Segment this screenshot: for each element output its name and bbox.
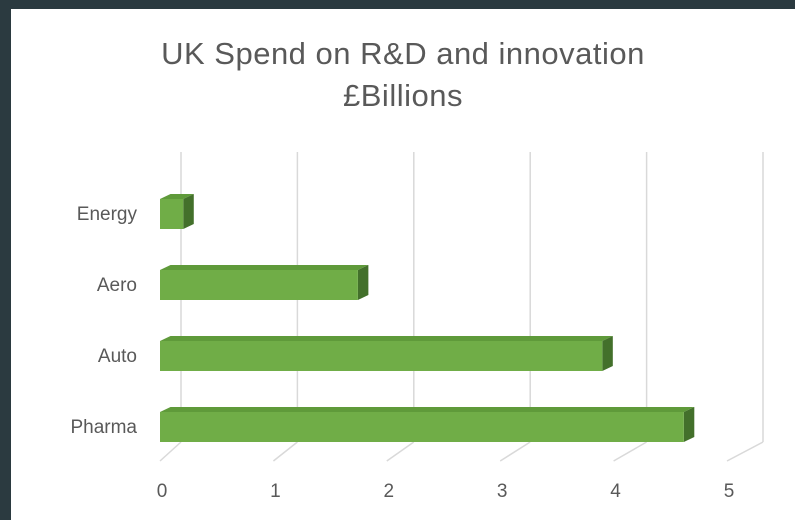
chart-title: UK Spend on R&D and innovation £Billions	[11, 33, 795, 117]
bar-side	[683, 407, 695, 442]
bar-side	[602, 336, 613, 371]
bar-top	[160, 336, 613, 341]
x-tick-label: 5	[724, 481, 735, 502]
gridline-floor	[613, 441, 647, 462]
chart-title-line-2: £Billions	[343, 78, 463, 113]
bar-chart: 0 1 2 3 4 5 Energy Aero Auto Pharma	[70, 152, 764, 502]
gridline-floor	[272, 441, 298, 462]
bar	[160, 199, 184, 229]
x-tick-label: 0	[157, 481, 168, 502]
bar-top	[160, 407, 695, 412]
bar	[160, 412, 684, 442]
category-label: Aero	[97, 275, 137, 296]
bar-top	[160, 265, 369, 270]
x-tick-label: 4	[610, 481, 621, 502]
gridline-floor	[386, 441, 415, 462]
category-label: Auto	[98, 346, 137, 367]
bar	[160, 341, 603, 371]
category-label: Energy	[77, 204, 138, 225]
bar-side	[183, 194, 194, 229]
x-tick-label: 1	[270, 481, 281, 502]
gridline-floor	[159, 441, 182, 462]
chart-title-line-1: UK Spend on R&D and innovation	[161, 36, 645, 71]
x-tick-label: 2	[384, 481, 395, 502]
gridline-floor	[726, 441, 764, 462]
gridline-floor	[499, 441, 531, 462]
chart-area: UK Spend on R&D and innovation £Billions…	[11, 9, 795, 520]
bar	[160, 270, 358, 300]
x-tick-label: 3	[497, 481, 508, 502]
category-label: Pharma	[70, 417, 137, 438]
bar-top	[160, 194, 194, 199]
bar-side	[357, 265, 369, 300]
